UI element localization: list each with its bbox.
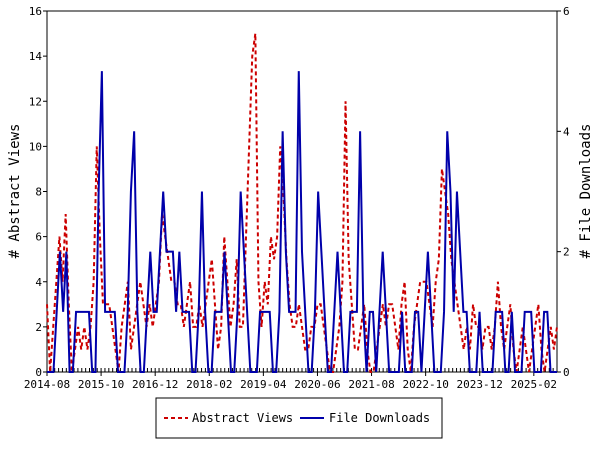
y-left-tick-label: 12 xyxy=(29,95,42,108)
x-tick-label: 2023-12 xyxy=(457,378,503,391)
y-axis-title-left: # Abstract Views xyxy=(7,124,23,259)
y-right-tick-label: 4 xyxy=(563,125,570,138)
y-left-tick-label: 8 xyxy=(35,186,42,199)
legend-label-file-downloads: File Downloads xyxy=(329,411,430,425)
series-line-abstract-views xyxy=(46,33,558,373)
y-right-tick-label: 0 xyxy=(563,366,570,379)
y-left-tick-label: 4 xyxy=(35,276,42,289)
series-line-file-downloads xyxy=(47,71,557,373)
x-tick-label: 2022-10 xyxy=(402,378,448,391)
y-left-tick-label: 10 xyxy=(29,140,42,153)
x-tick-label: 2016-12 xyxy=(132,378,178,391)
legend-label-abstract-views: Abstract Views xyxy=(192,411,293,425)
legend: Abstract Views File Downloads xyxy=(155,397,443,439)
y-axis-title-right: # File Downloads xyxy=(578,124,594,259)
labels-layer: 2014-08 2015-10 2016-12 2018-02 2019-04 2020-… xyxy=(24,5,570,391)
y-left-tick-label: 6 xyxy=(35,231,42,244)
y-right-tick-label: 2 xyxy=(563,246,570,259)
x-tick-label: 2014-08 xyxy=(24,378,70,391)
series-layer xyxy=(46,33,558,373)
y-left-tick-label: 14 xyxy=(29,50,43,63)
x-tick-label: 2021-08 xyxy=(348,378,394,391)
x-tick-label: 2015-10 xyxy=(78,378,124,391)
legend-box xyxy=(155,397,443,439)
x-tick-label: 2018-02 xyxy=(186,378,232,391)
x-tick-label: 2019-04 xyxy=(240,378,287,391)
y-left-tick-label: 2 xyxy=(35,321,42,334)
x-tick-label: 2020-06 xyxy=(294,378,340,391)
y-right-tick-label: 6 xyxy=(563,5,570,18)
x-tick-label: 2025-02 xyxy=(511,378,557,391)
y-left-tick-label: 16 xyxy=(29,5,42,18)
y-left-tick-label: 0 xyxy=(35,366,42,379)
